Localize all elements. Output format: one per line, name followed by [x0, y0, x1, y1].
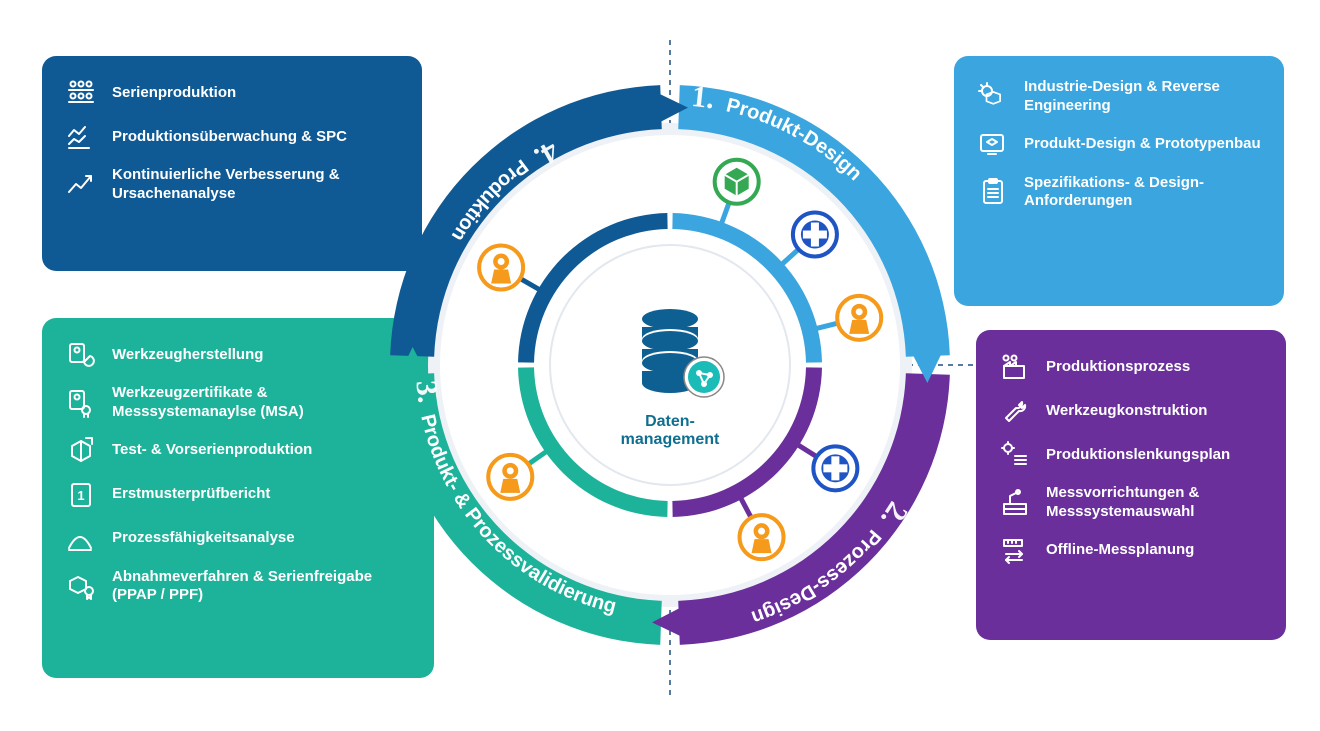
chart-monitor-icon [66, 122, 96, 152]
panel-item: Messvorrichtungen & Messsystemauswahl [1000, 484, 1264, 522]
gauge-icon [1000, 488, 1030, 518]
panel-item: Produktionslenkungsplan [1000, 440, 1264, 470]
panel-item-label: Werkzeugzertifikate & Messsystemanaylse … [112, 384, 412, 422]
node-orange-key [740, 515, 784, 559]
panel-item: Kontinuierliche Verbesserung & Ursachena… [66, 166, 400, 204]
panel-item: 1 Erstmusterprüfbericht [66, 480, 412, 510]
panel-item-label: Erstmusterprüfbericht [112, 485, 270, 504]
panel-item: Produkt-Design & Prototypenbau [978, 130, 1262, 160]
clipboard-icon [978, 177, 1008, 207]
panel-item: Werkzeugkonstruktion [1000, 396, 1264, 426]
panel-item: Offline-Messplanung [1000, 536, 1264, 566]
trend-up-icon [66, 170, 96, 200]
panel-item: Test- & Vorserienproduktion [66, 436, 412, 466]
people-icon [66, 78, 96, 108]
panel-item-label: Produktionsprozess [1046, 358, 1190, 377]
node-orange-key [488, 455, 532, 499]
node-green-cube [715, 160, 759, 204]
screen-3d-icon [978, 130, 1008, 160]
tool-gear-icon [66, 340, 96, 370]
box-arrow-icon [66, 436, 96, 466]
node-orange-key [837, 296, 881, 340]
panel-item-label: Werkzeugkonstruktion [1046, 402, 1207, 421]
panel-item-label: Serienproduktion [112, 84, 236, 103]
panel-item-label: Prozessfähigkeitsanalyse [112, 529, 295, 548]
panel-item: Produktionsprozess [1000, 352, 1264, 382]
panel-item-label: Messvorrichtungen & Messsystemauswahl [1046, 484, 1264, 522]
panel-item-label: Test- & Vorserienproduktion [112, 441, 312, 460]
svg-text:1: 1 [77, 488, 84, 503]
factory-icon [1000, 352, 1030, 382]
node-blue-cross [813, 446, 857, 490]
node-blue-cross [793, 213, 837, 257]
box-award-icon [66, 571, 96, 601]
panel-item-label: Werkzeugherstellung [112, 346, 263, 365]
panel-item: Werkzeugherstellung [66, 340, 412, 370]
panel-produkt-design: Industrie-Design & Reverse Engineering P… [954, 56, 1284, 306]
lifecycle-diagram: 1. Produkt-Design 2. Prozess-Design 3. P… [370, 65, 970, 665]
bell-curve-icon [66, 524, 96, 554]
panel-item-label: Kontinuierliche Verbesserung & Ursachena… [112, 166, 400, 204]
node-orange-key [479, 246, 523, 290]
panel-prozess-design: Produktionsprozess Werkzeugkonstruktion … [976, 330, 1286, 640]
wrench-icon [1000, 396, 1030, 426]
panel-item-label: Produktionsüberwachung & SPC [112, 128, 347, 147]
panel-item-label: Produktionslenkungsplan [1046, 446, 1230, 465]
ruler-arrows-icon [1000, 536, 1030, 566]
center-label-line1: Daten- [645, 413, 695, 430]
panel-item: Abnahmeverfahren & Serienfreigabe (PPAP … [66, 568, 412, 606]
panel-item: Spezifikations- & Design-Anforderungen [978, 174, 1262, 212]
gear-list-icon [1000, 440, 1030, 470]
panel-item: Werkzeugzertifikate & Messsystemanaylse … [66, 384, 412, 422]
panel-item-label: Abnahmeverfahren & Serienfreigabe (PPAP … [112, 568, 412, 606]
cert-icon [66, 388, 96, 418]
panel-item-label: Spezifikations- & Design-Anforderungen [1024, 174, 1262, 212]
bulb-cube-icon [978, 82, 1008, 112]
doc-one-icon: 1 [66, 480, 96, 510]
panel-item: Prozessfähigkeitsanalyse [66, 524, 412, 554]
center-label-line2: management [621, 431, 720, 448]
panel-item-label: Offline-Messplanung [1046, 541, 1194, 560]
panel-item: Produktionsüberwachung & SPC [66, 122, 400, 152]
center-label: Daten- management [621, 413, 720, 448]
network-node-icon [684, 357, 724, 397]
panel-produktion: Serienproduktion Produktionsüberwachung … [42, 56, 422, 271]
panel-item: Industrie-Design & Reverse Engineering [978, 78, 1262, 116]
panel-item-label: Produkt-Design & Prototypenbau [1024, 135, 1261, 154]
panel-item: Serienproduktion [66, 78, 400, 108]
panel-item-label: Industrie-Design & Reverse Engineering [1024, 78, 1262, 116]
